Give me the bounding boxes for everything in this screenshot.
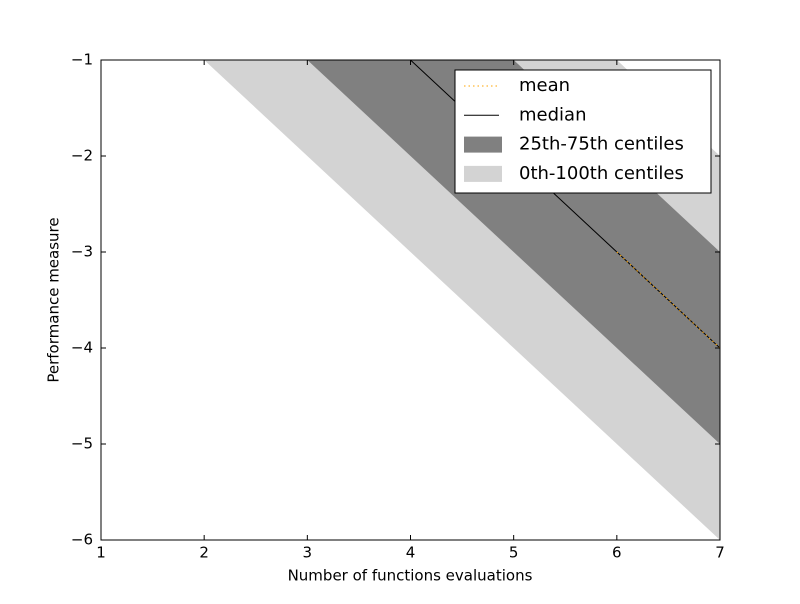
x-tick-label: 3: [303, 544, 313, 562]
y-tick-label: −6: [71, 531, 93, 549]
x-tick-label: 1: [96, 544, 106, 562]
legend: mean median 25th-75th centiles 0th-100th ce…: [454, 69, 712, 194]
x-tick-label: 2: [199, 544, 209, 562]
y-tick-label: −3: [71, 243, 93, 261]
series-line: [409, 60, 720, 349]
y-axis-label: Performance measure: [45, 217, 63, 382]
x-tick-label: 5: [509, 544, 519, 562]
legend-label: 0th-100th centiles: [519, 163, 684, 184]
legend-swatch: [464, 165, 502, 182]
x-tick-label: 4: [406, 544, 416, 562]
y-tick-label: −1: [71, 51, 93, 69]
legend-label: mean: [519, 75, 570, 96]
legend-label: 25th-75th centiles: [519, 134, 684, 155]
y-tick-label: −2: [71, 147, 93, 165]
y-tick-label: −5: [71, 435, 93, 453]
x-tick-label: 6: [612, 544, 622, 562]
x-tick-label: 7: [715, 544, 725, 562]
legend-swatch: [464, 136, 502, 153]
x-axis-label: Number of functions evaluations: [288, 567, 533, 585]
y-tick-label: −4: [71, 339, 93, 357]
legend-label: median: [519, 104, 586, 125]
series-line: [616, 251, 720, 349]
